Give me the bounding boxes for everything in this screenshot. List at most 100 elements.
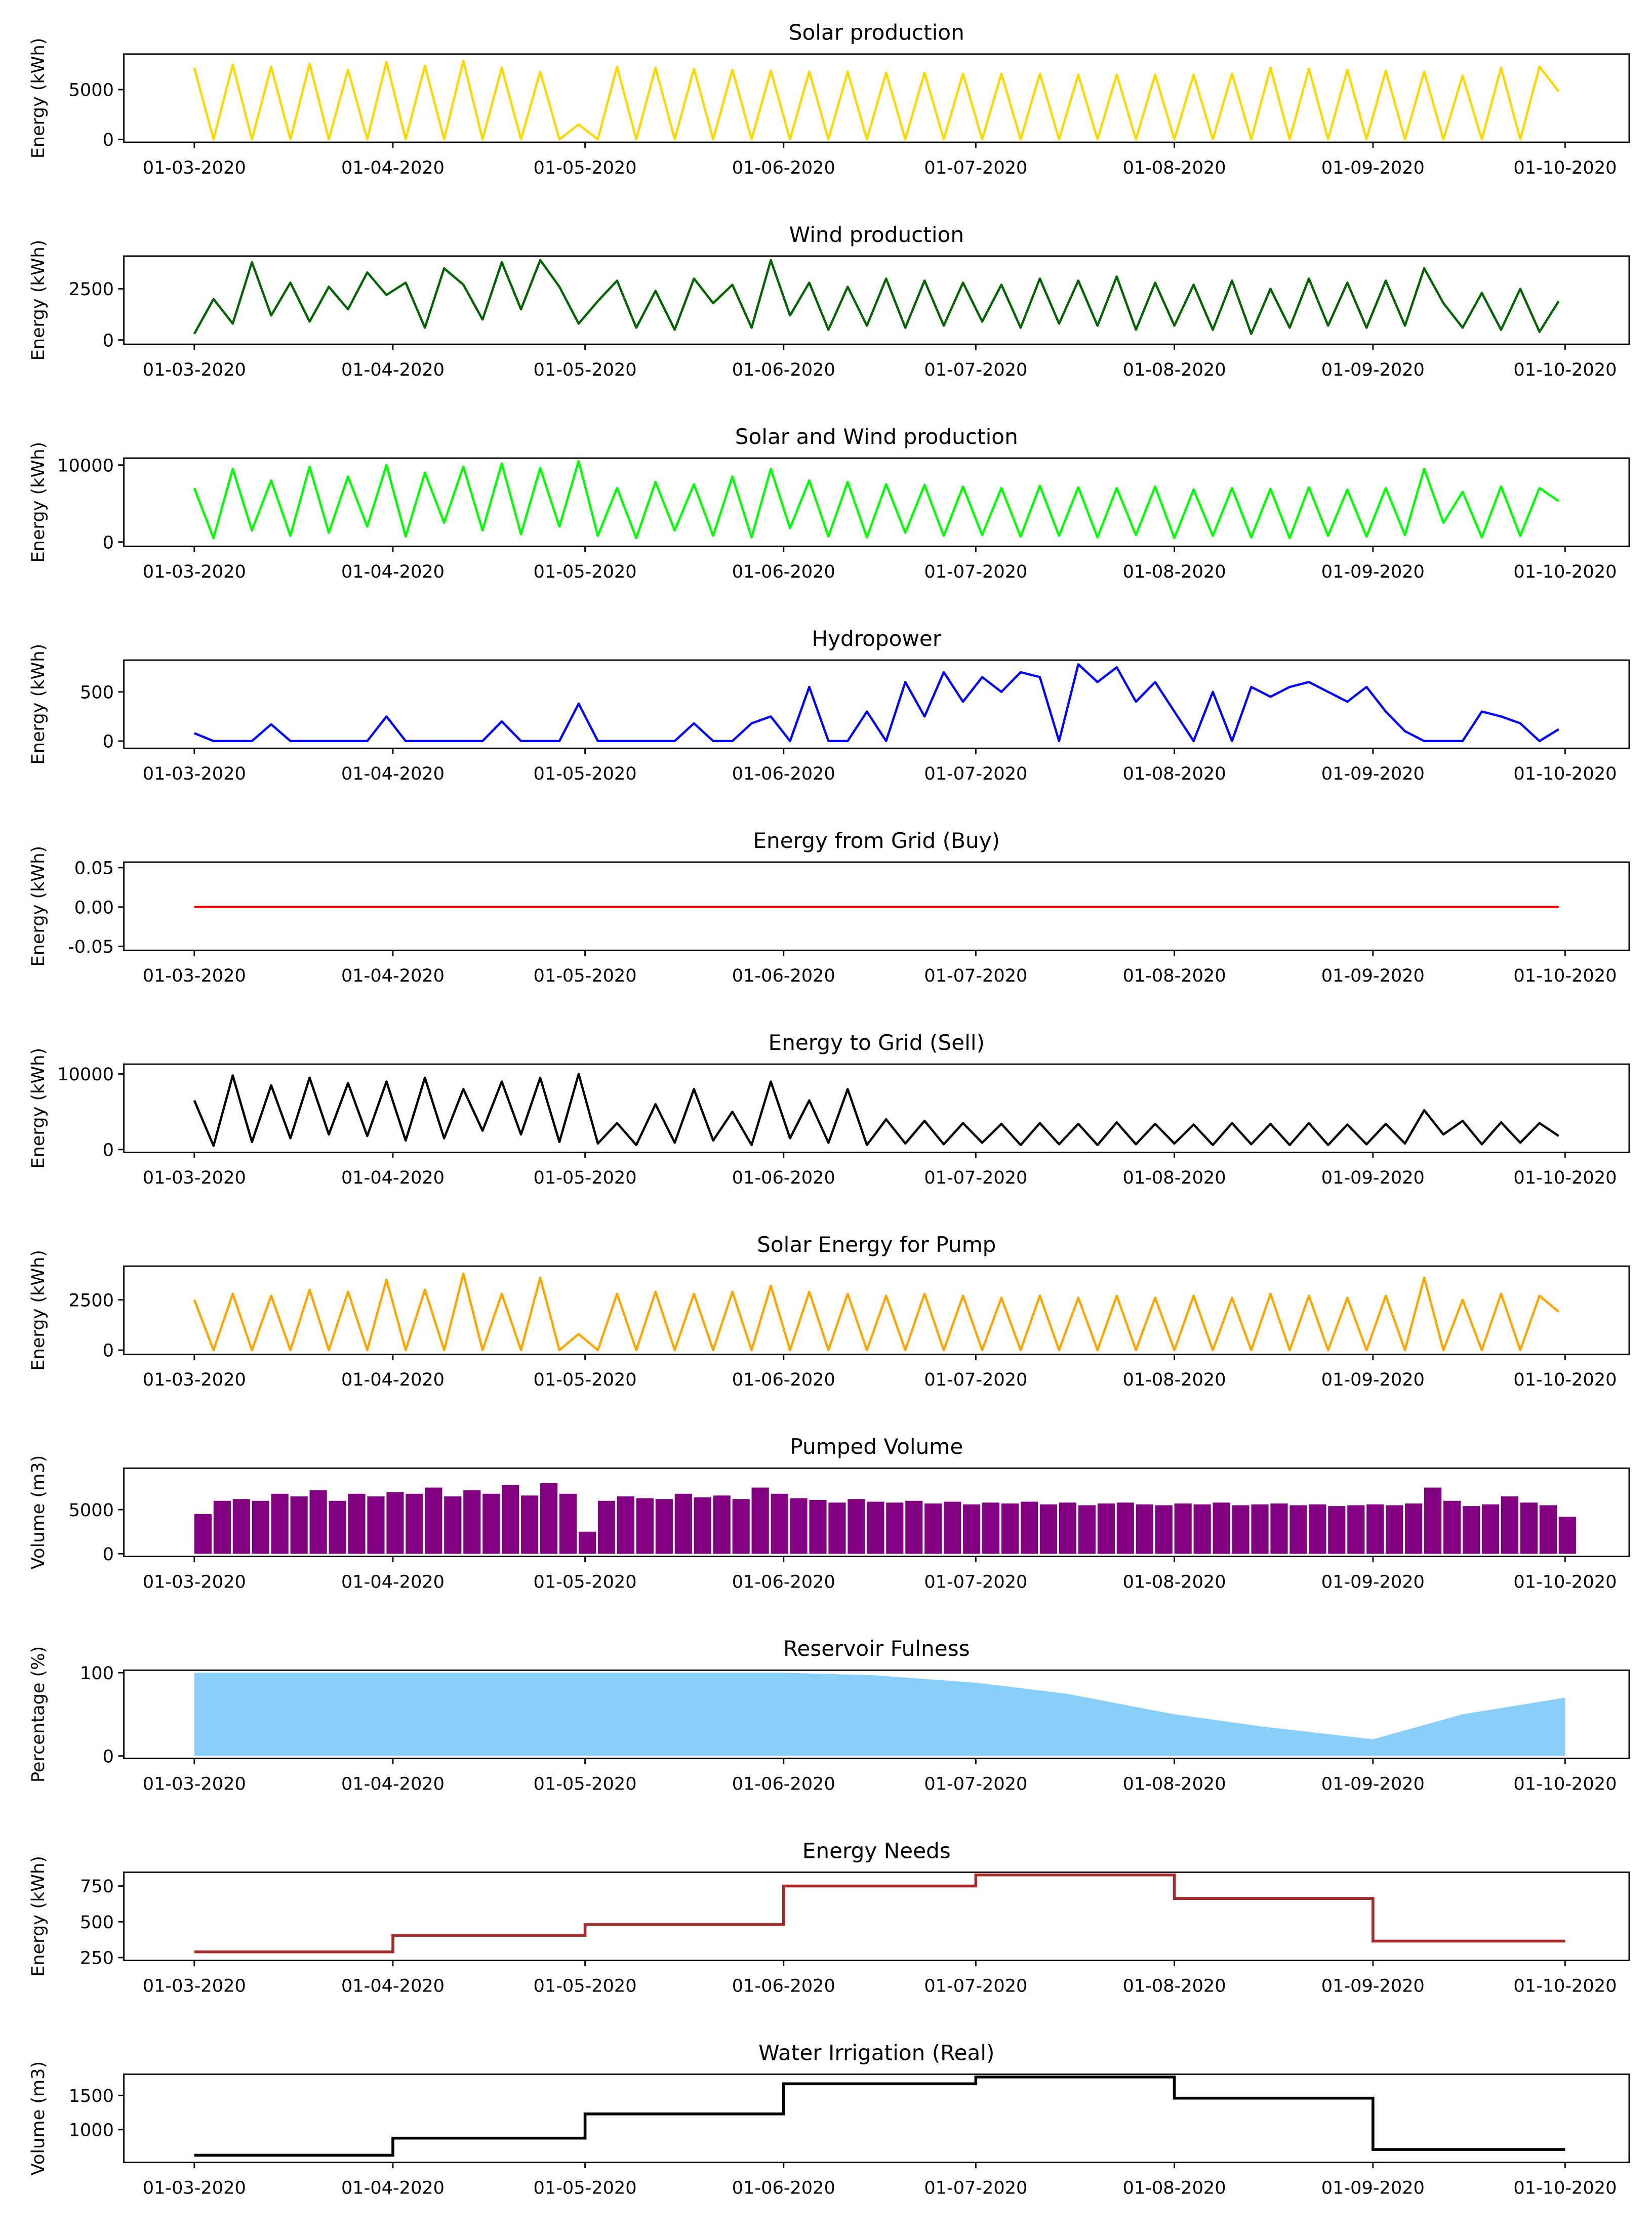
line <box>193 663 1559 743</box>
subplot: Energy from Grid (Buy) Energy (kWh) 01-03-… <box>28 828 1630 986</box>
subplot-title: Hydropower <box>812 626 941 651</box>
x-tick-label: 01-08-2020 <box>1123 763 1226 784</box>
bar <box>848 1499 865 1554</box>
x-tick-label: 01-07-2020 <box>924 1773 1027 1794</box>
x-tick-label: 01-10-2020 <box>1513 1975 1617 1996</box>
x-tick-label: 01-03-2020 <box>143 1167 246 1188</box>
y-tick-label: 0 <box>103 330 114 351</box>
plot-frame <box>123 659 1630 749</box>
x-tick-label: 01-08-2020 <box>1123 1975 1226 1996</box>
subplot-title: Energy from Grid (Buy) <box>753 828 1000 853</box>
x-tick-label: 01-06-2020 <box>732 2178 835 2199</box>
plot-frame <box>123 1265 1630 1355</box>
x-tick-label: 01-08-2020 <box>1123 1571 1226 1592</box>
bar <box>194 1514 212 1554</box>
x-tick-label: 01-08-2020 <box>1123 1167 1226 1188</box>
y-tick-label: 0 <box>103 1140 114 1160</box>
x-tick-label: 01-10-2020 <box>1513 2178 1617 2199</box>
plot-frame <box>123 1669 1630 1759</box>
x-tick-label: 01-09-2020 <box>1321 763 1425 784</box>
y-tick-label: 0 <box>103 130 114 150</box>
x-tick-label: 01-03-2020 <box>143 1369 246 1390</box>
x-tick-label: 01-06-2020 <box>732 157 835 178</box>
bar <box>540 1483 558 1554</box>
bar <box>1347 1505 1365 1554</box>
x-tick-label: 01-08-2020 <box>1123 1369 1226 1390</box>
x-tick-label: 01-04-2020 <box>341 2178 445 2199</box>
x-tick-label: 01-10-2020 <box>1513 561 1617 582</box>
line <box>193 1272 1560 1352</box>
bar <box>482 1493 500 1554</box>
x-tick-label: 01-06-2020 <box>732 1167 835 1188</box>
subplot: Pumped Volume Volume (m3) 01-03-2020 01-04-… <box>28 1434 1630 1592</box>
x-tick-label: 01-08-2020 <box>1123 561 1226 582</box>
bar <box>1232 1505 1250 1554</box>
bar <box>1328 1506 1346 1554</box>
x-tick-label: 01-03-2020 <box>143 965 246 986</box>
bar <box>867 1501 884 1554</box>
bar <box>309 1490 327 1554</box>
x-tick-label: 01-10-2020 <box>1513 1773 1617 1794</box>
bar <box>1309 1504 1326 1554</box>
bar <box>809 1499 827 1554</box>
x-tick-label: 01-10-2020 <box>1513 1571 1617 1592</box>
plot-frame <box>123 1871 1630 1962</box>
bar <box>751 1487 769 1554</box>
line <box>193 259 1560 335</box>
bar <box>1270 1503 1288 1554</box>
bar <box>617 1496 635 1554</box>
x-tick-label: 01-07-2020 <box>924 1571 1027 1592</box>
bar <box>1001 1503 1019 1554</box>
x-tick-label: 01-05-2020 <box>534 359 637 380</box>
y-tick-label: 500 <box>80 1912 114 1933</box>
bar <box>578 1531 596 1554</box>
x-tick-label: 01-03-2020 <box>143 763 246 784</box>
bar <box>1290 1505 1307 1554</box>
bar <box>905 1500 923 1554</box>
x-tick-label: 01-05-2020 <box>534 763 637 784</box>
subplot: Energy Needs Energy (kWh) 01-03-2020 01-04-… <box>28 1838 1630 1996</box>
bar <box>444 1496 462 1554</box>
x-tick-label: 01-08-2020 <box>1123 359 1226 380</box>
y-tick-label: 1500 <box>69 2086 114 2106</box>
x-tick-label: 01-08-2020 <box>1123 965 1226 986</box>
bar <box>1116 1502 1134 1554</box>
subplot: Wind production Energy (kWh) 01-03-2020 01-… <box>28 222 1630 380</box>
subplot-title: Solar Energy for Pump <box>757 1232 996 1257</box>
y-axis-label: Percentage (%) <box>28 1646 49 1782</box>
subplot: Solar production Energy (kWh) 01-03-2020 01… <box>28 20 1630 178</box>
x-tick-label: 01-04-2020 <box>341 1167 445 1188</box>
x-tick-label: 01-04-2020 <box>341 561 445 582</box>
line <box>193 460 1560 540</box>
bar <box>924 1503 942 1554</box>
y-tick-label: 1000 <box>69 2120 114 2140</box>
subplot: Reservoir Fulness Percentage (%) 01-03-202… <box>28 1636 1630 1794</box>
bar <box>502 1485 519 1554</box>
bar <box>674 1493 692 1554</box>
x-tick-label: 01-05-2020 <box>534 157 637 178</box>
bar <box>1481 1504 1500 1554</box>
bar <box>1174 1503 1192 1554</box>
y-tick-label: 750 <box>80 1876 114 1897</box>
x-tick-label: 01-05-2020 <box>534 965 637 986</box>
x-tick-label: 01-05-2020 <box>534 1975 637 1996</box>
x-tick-label: 01-04-2020 <box>341 1975 445 1996</box>
x-tick-label: 01-04-2020 <box>341 359 445 380</box>
plot-frame <box>123 53 1630 143</box>
x-tick-label: 01-03-2020 <box>143 1975 246 1996</box>
bar <box>1366 1504 1384 1554</box>
bar <box>1558 1517 1576 1554</box>
x-tick-label: 01-06-2020 <box>732 1369 835 1390</box>
step-line <box>194 1873 1565 1954</box>
x-tick-label: 01-06-2020 <box>732 1773 835 1794</box>
bar <box>771 1493 788 1554</box>
x-tick-label: 01-05-2020 <box>534 561 637 582</box>
bar <box>886 1502 904 1554</box>
x-tick-label: 01-06-2020 <box>732 763 835 784</box>
x-tick-label: 01-07-2020 <box>924 1975 1027 1996</box>
bar <box>463 1490 481 1554</box>
x-tick-label: 01-04-2020 <box>341 157 445 178</box>
subplot: Solar Energy for Pump Energy (kWh) 01-03-2… <box>28 1232 1630 1390</box>
x-tick-label: 01-03-2020 <box>143 1773 246 1794</box>
